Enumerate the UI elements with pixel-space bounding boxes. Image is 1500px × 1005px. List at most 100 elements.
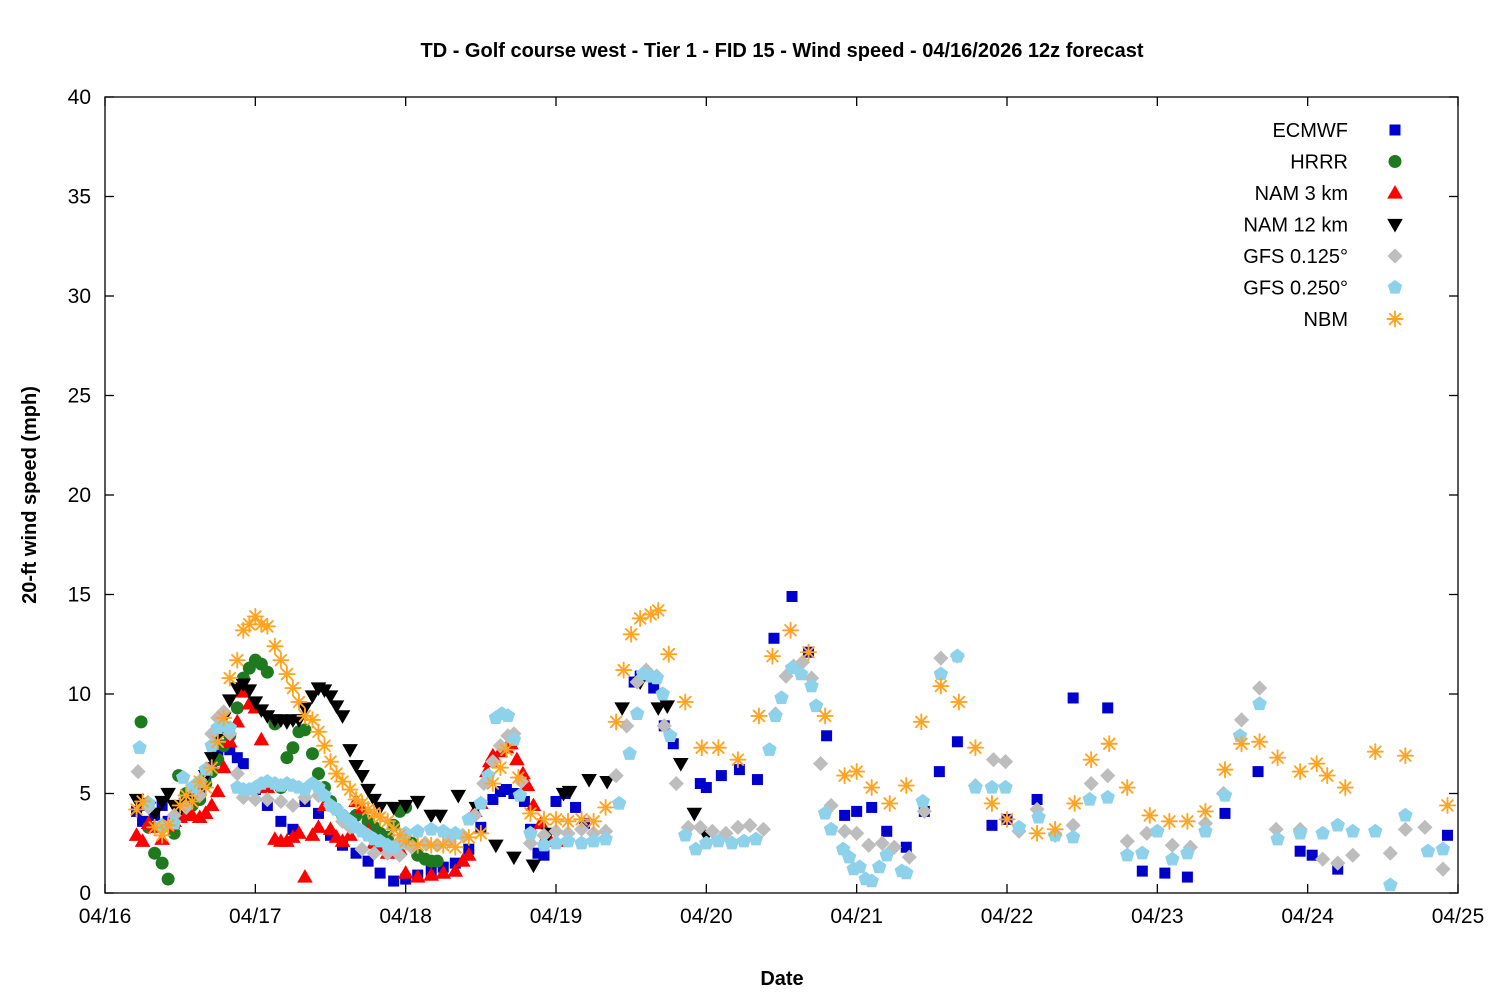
y-axis-label: 20-ft wind speed (mph) (19, 386, 41, 604)
data-point-marker (128, 800, 146, 818)
legend-marker-square-icon (1389, 124, 1401, 136)
data-point-marker (312, 807, 324, 819)
data-point-marker (1102, 702, 1114, 714)
data-point-marker (494, 786, 506, 798)
data-point-marker (649, 601, 667, 619)
data-point-marker (1252, 766, 1264, 778)
data-point-marker (585, 812, 603, 830)
data-point-marker (485, 754, 501, 770)
data-point-marker (360, 783, 376, 798)
data-point-marker (950, 648, 965, 663)
data-point-marker (209, 783, 226, 798)
data-point-marker (1028, 824, 1046, 842)
data-point-marker (385, 820, 403, 838)
data-point-marker (1031, 809, 1046, 824)
asterisk-arm (261, 620, 274, 633)
legend-marker-diamond-icon (1387, 248, 1403, 264)
data-point-marker (215, 709, 233, 727)
data-point-marker (598, 831, 613, 846)
asterisk-arm (324, 755, 337, 768)
data-point-marker (778, 668, 794, 684)
asterisk-arm (361, 803, 375, 816)
data-point-marker (998, 779, 1013, 794)
data-point-marker (397, 865, 414, 879)
data-point-marker (461, 811, 477, 826)
asterisk-arm (1271, 751, 1284, 764)
data-point-marker (849, 825, 865, 841)
x-tick-label: 04/17 (229, 905, 282, 928)
data-point-marker (1439, 796, 1456, 814)
data-point-marker (1100, 789, 1115, 804)
asterisk-arm (784, 624, 797, 637)
data-point-marker (786, 590, 798, 602)
data-point-marker (800, 643, 818, 661)
data-point-marker (1029, 801, 1045, 818)
data-point-marker (573, 810, 591, 828)
data-point-marker (253, 731, 270, 746)
legend-row-gfs-0-250-: GFS 0.250° (1243, 278, 1403, 300)
data-point-marker (491, 759, 509, 777)
data-point-marker (573, 821, 590, 837)
asterisk-arm (1441, 799, 1454, 812)
data-point-marker (161, 872, 175, 886)
data-point-marker (611, 795, 627, 810)
data-point-marker (997, 754, 1014, 770)
data-point-marker (1046, 820, 1064, 838)
asterisk-arm (651, 604, 665, 617)
data-point-marker (655, 686, 670, 701)
asterisk-arm (298, 709, 312, 723)
data-point-marker (1031, 793, 1043, 805)
asterisk-arm (130, 803, 143, 816)
legend-label: GFS 0.125° (1243, 246, 1348, 268)
data-point-marker (409, 795, 426, 810)
data-point-marker (782, 621, 799, 639)
data-point-marker (629, 706, 645, 721)
data-point-marker (968, 779, 983, 794)
data-point-marker (1417, 819, 1433, 835)
asterisk-arm (449, 840, 462, 854)
data-point-marker (704, 823, 720, 839)
asterisk-arm (934, 679, 948, 693)
data-point-marker (231, 752, 243, 764)
data-point-marker (1420, 843, 1436, 858)
data-point-marker (148, 846, 162, 860)
asterisk-arm (223, 671, 237, 685)
asterisk-arm (494, 761, 507, 774)
data-point-marker (1368, 823, 1383, 838)
asterisk-arm (985, 797, 999, 810)
data-point-marker (692, 819, 708, 835)
data-point-marker (278, 665, 296, 683)
asterisk-arm (969, 741, 982, 754)
data-point-marker (523, 825, 538, 840)
data-point-marker (608, 767, 624, 784)
asterisk-arm (393, 829, 406, 842)
y-tick-label: 40 (68, 86, 91, 109)
data-point-marker (839, 809, 851, 821)
asterisk-arm (381, 815, 394, 828)
legend-marker-triangle-down-icon (1387, 218, 1403, 233)
data-point-marker (450, 789, 467, 804)
data-point-marker (222, 720, 237, 734)
data-point-marker (432, 809, 449, 824)
data-point-marker (548, 835, 564, 850)
data-point-marker (823, 821, 839, 836)
data-point-marker (837, 823, 853, 839)
data-point-marker (1366, 743, 1384, 761)
data-point-marker (1164, 837, 1180, 853)
data-point-marker (932, 677, 950, 695)
asterisk-arm (1235, 737, 1248, 751)
data-point-marker (328, 700, 345, 714)
asterisk-arm (1293, 765, 1307, 778)
data-point-marker (1233, 712, 1250, 728)
asterisk-arm (231, 653, 244, 667)
asterisk-arm (549, 813, 563, 826)
x-tick-label: 04/21 (830, 905, 883, 928)
asterisk-arm (662, 647, 676, 661)
data-point-marker (768, 632, 780, 644)
data-point-marker (400, 873, 412, 885)
data-point-marker (570, 801, 582, 813)
data-point-marker (663, 728, 678, 742)
asterisk-arm (512, 771, 525, 784)
